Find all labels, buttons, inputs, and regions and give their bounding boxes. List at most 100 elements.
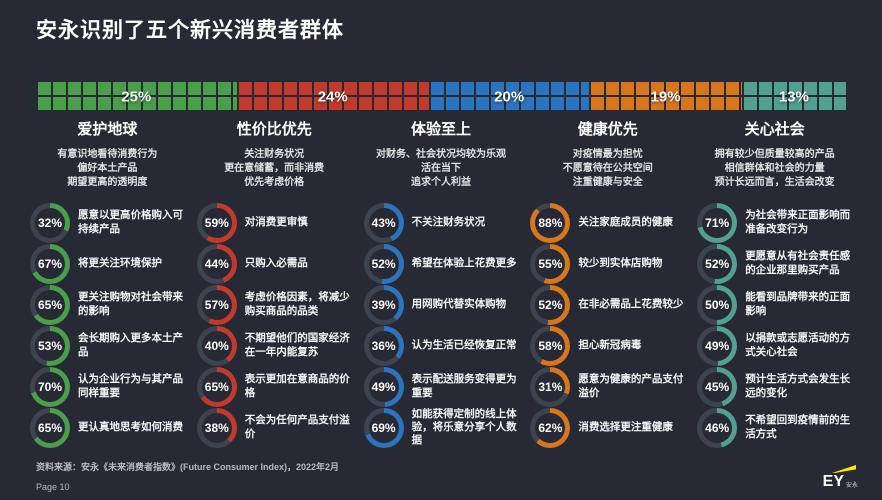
stat-row: 40% 不期望他们的国家经济在一年内能复苏 — [196, 325, 352, 366]
donut-chart: 52% — [530, 284, 571, 325]
segment-description: 对疫情最为担忧 不愿意待在公共空间 注重健康与安全 — [530, 148, 685, 194]
donut-chart: 62% — [530, 407, 571, 448]
page-title: 安永识别了五个新兴消费者群体 — [36, 19, 344, 42]
share-segment-2: 24% — [236, 82, 429, 112]
ey-logo: EY 安永 — [823, 465, 858, 490]
stat-row: 43% 不关注财务状况 — [363, 202, 519, 243]
stat-row: 65% 更认真地思考如何消费 — [30, 407, 185, 448]
donut-chart: 59% — [196, 202, 237, 243]
donut-chart: 57% — [196, 284, 237, 325]
stat-list: 71% 为社会带来正面影响而准备改变行为 52% 更愿意从有社会责任感的企业那里购买产… — [697, 202, 852, 448]
segment-title: 关心社会 — [744, 121, 805, 138]
stat-label: 能看到品牌带来的正面影响 — [745, 291, 851, 317]
stat-value: 71% — [705, 215, 730, 230]
stat-row: 46% 不希望回到疫情前的生活方式 — [697, 407, 852, 448]
description-line: 相信群体和社会的力量 — [724, 163, 825, 175]
stat-row: 59% 对消费更审慎 — [196, 202, 352, 243]
stat-value: 52% — [538, 297, 563, 312]
stat-row: 58% 担心新冠病毒 — [530, 325, 685, 366]
donut-chart: 58% — [530, 325, 571, 366]
share-percent-label: 13% — [778, 88, 809, 106]
description-line: 关注财务状况 — [244, 149, 305, 160]
donut-chart: 67% — [30, 243, 70, 284]
stat-row: 71% 为社会带来正面影响而准备改变行为 — [697, 202, 852, 243]
stat-label: 将更关注环境保护 — [78, 256, 162, 269]
segment-description: 拥有较少但质量较高的产品 相信群体和社会的力量 预计长远而言，生活会改变 — [697, 148, 852, 194]
ey-logo-text: EY — [822, 473, 844, 490]
stat-row: 39% 用网购代替实体购物 — [363, 284, 519, 325]
stat-value: 62% — [538, 420, 563, 435]
segment-column-3: 体验至上 对财务、社会状况均较为乐观 活在当下 追求个人利益 43% 不关注财务状况 52%… — [363, 118, 519, 448]
stat-label: 消费选择更注重健康 — [578, 420, 673, 433]
stat-label: 担心新冠病毒 — [578, 338, 642, 351]
stat-row: 67% 将更关注环境保护 — [30, 243, 185, 284]
stat-row: 38% 不会为任何产品支付溢价 — [196, 407, 352, 448]
stat-row: 65% 更关注购物对社会带来的影响 — [30, 284, 185, 325]
stat-list: 32% 愿意以更高价格购入可持续产品 67% 将更关注环境保护 65% 更关注购物对社会带… — [30, 202, 185, 448]
description-line: 预计长远而言，生活会改变 — [714, 177, 835, 189]
donut-chart: 70% — [30, 366, 70, 407]
stat-value: 46% — [705, 420, 730, 435]
donut-chart: 44% — [196, 243, 237, 284]
stat-row: 53% 会长期购入更多本土产品 — [30, 325, 185, 366]
stat-label: 如能获得定制的线上体验，将乐意分享个人数据 — [411, 407, 517, 447]
stat-label: 表示配送服务变得更为重要 — [411, 373, 517, 399]
stat-row: 70% 认为企业行为与其产品同样重要 — [30, 366, 185, 407]
segment-column-1: 爱护地球 有意识地看待消费行为 偏好本土产品 期望更高的透明度 32% 愿意以更高价格购入… — [30, 118, 185, 448]
stat-label: 为社会带来正面影响而准备改变行为 — [745, 209, 851, 235]
stat-value: 49% — [705, 338, 730, 353]
stat-value: 65% — [37, 297, 63, 312]
stat-label: 较少到实体店购物 — [578, 256, 663, 269]
stat-label: 不希望回到疫情前的生活方式 — [745, 414, 851, 440]
stat-value: 40% — [204, 338, 229, 353]
share-percent-label: 25% — [121, 88, 152, 106]
stat-label: 希望在体验上花费更多 — [411, 256, 517, 269]
donut-chart: 55% — [530, 243, 571, 284]
segment-description: 有意识地看待消费行为 偏好本土产品 期望更高的透明度 — [30, 148, 185, 194]
donut-chart: 39% — [363, 284, 404, 325]
donut-chart: 53% — [30, 325, 70, 366]
footer: 资料来源：安永《未来消费者指数》(Future Consumer Index)，… — [36, 460, 339, 492]
donut-chart: 40% — [196, 325, 237, 366]
segment-column-4: 健康优先 对疫情最为担忧 不愿意待在公共空间 注重健康与安全 88% 关注家庭成员的健康 5… — [530, 118, 685, 448]
stat-value: 43% — [371, 215, 396, 230]
stat-label: 不关注财务状况 — [411, 215, 486, 228]
description-line: 偏好本土产品 — [77, 163, 138, 175]
description-line: 不愿意待在公共空间 — [562, 163, 653, 175]
stat-value: 57% — [204, 297, 229, 312]
segment-title: 体验至上 — [410, 121, 471, 138]
ey-beam-icon — [832, 465, 856, 473]
share-segment-1: 25% — [36, 82, 237, 112]
stat-value: 38% — [204, 420, 229, 435]
stat-value: 65% — [204, 379, 229, 394]
stat-label: 更认真地思考如何消费 — [78, 420, 183, 433]
donut-chart: 65% — [196, 366, 237, 407]
stat-row: 36% 认为生活已经恢复正常 — [363, 325, 519, 366]
stat-row: 45% 预计生活方式会发生长远的变化 — [697, 366, 852, 407]
stat-row: 44% 只购入必需品 — [196, 243, 352, 284]
donut-chart: 43% — [363, 202, 404, 243]
stat-row: 50% 能看到品牌带来的正面影响 — [697, 284, 852, 325]
segment-column-2: 性价比优先 关注财务状况 更在意储蓄，而非消费 优先考虑价格 59% 对消费更审慎 44% 只… — [196, 118, 352, 448]
stat-list: 43% 不关注财务状况 52% 希望在体验上花费更多 39% 用网购代替实体购物 36% 认为… — [363, 202, 519, 448]
stat-label: 会长期购入更多本土产品 — [78, 332, 183, 358]
stat-value: 52% — [371, 256, 396, 271]
donut-chart: 49% — [697, 325, 738, 366]
stat-label: 不会为任何产品支付溢价 — [244, 414, 350, 440]
stat-value: 55% — [538, 256, 563, 271]
stat-row: 52% 在非必需品上花费较少 — [530, 284, 685, 325]
stat-row: 31% 愿意为健康的产品支付溢价 — [530, 366, 685, 407]
stat-value: 88% — [538, 215, 563, 230]
stat-row: 52% 更愿意从有社会责任感的企业那里购买产品 — [697, 243, 852, 284]
stat-value: 65% — [37, 420, 63, 435]
stat-label: 认为生活已经恢复正常 — [411, 338, 517, 351]
stat-row: 69% 如能获得定制的线上体验，将乐意分享个人数据 — [363, 407, 519, 448]
stat-value: 44% — [204, 256, 229, 271]
stat-value: 49% — [371, 379, 396, 394]
description-line: 拥有较少但质量较高的产品 — [714, 149, 835, 160]
donut-chart: 32% — [30, 202, 70, 243]
share-percent-label: 20% — [494, 88, 525, 106]
stat-value: 59% — [204, 215, 229, 230]
stat-label: 以捐款或志愿活动的方式关心社会 — [745, 332, 851, 358]
donut-chart: 45% — [697, 366, 738, 407]
